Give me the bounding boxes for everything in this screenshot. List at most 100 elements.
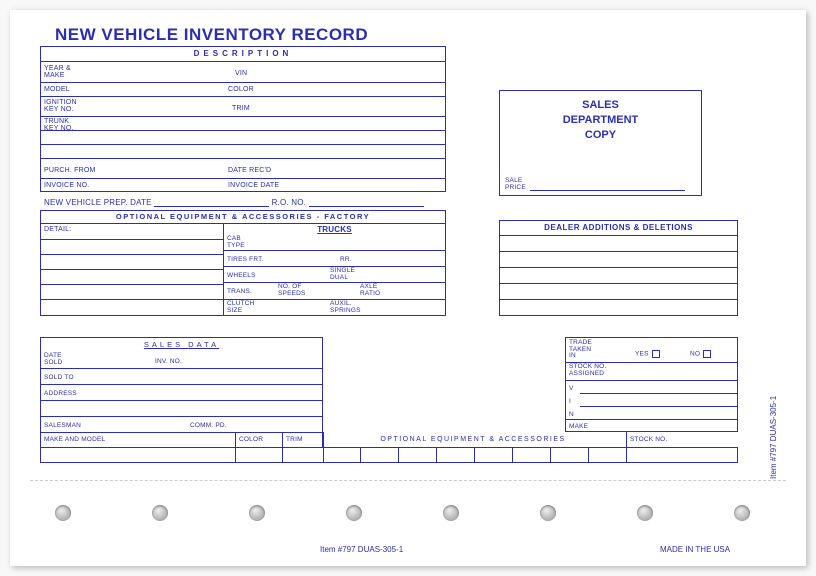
- sales-t2: DEPARTMENT: [499, 113, 702, 128]
- punch-hole: [443, 505, 459, 521]
- side-item: Item #797 DUAS-305-1: [769, 396, 778, 479]
- row-line: [40, 223, 446, 224]
- lbl-trans: TRANS.: [227, 288, 252, 295]
- sales-data-box: [40, 337, 323, 447]
- row-line: [223, 282, 446, 283]
- row-line: [565, 419, 738, 420]
- row-line: [40, 178, 446, 179]
- row-line: [40, 416, 323, 417]
- row-line: [40, 144, 446, 145]
- lbl-stock-assigned: STOCK NO. ASSIGNED: [569, 364, 606, 377]
- sales-t1: SALES: [499, 98, 702, 113]
- row-line: [499, 251, 738, 252]
- sales-data-header: SALES DATA: [40, 340, 323, 349]
- description-header: DESCRIPTION: [40, 49, 446, 58]
- footer-item: Item #797 DUAS-305-1: [320, 545, 403, 554]
- row-line: [40, 299, 223, 300]
- row-line: [565, 380, 738, 381]
- col-line: [223, 223, 224, 316]
- sales-t3: COPY: [499, 128, 702, 143]
- row-line: [40, 130, 446, 131]
- lbl-tires: TIRES FRT.: [227, 256, 264, 263]
- tick: [398, 447, 399, 463]
- row-line: [580, 406, 738, 407]
- row-line: [499, 267, 738, 268]
- row-line: [40, 158, 446, 159]
- row-line: [580, 393, 738, 394]
- lbl-auxil: AUXIL. SPRINGS: [330, 301, 361, 314]
- lbl-ignition: IGNITION KEY NO.: [44, 99, 77, 114]
- lbl-trade-taken: TRADE TAKEN IN: [569, 340, 592, 360]
- row-line: [40, 96, 446, 97]
- lbl-vin: VIN: [235, 70, 247, 77]
- footer-made: MADE IN THE USA: [660, 545, 730, 554]
- row-line: [40, 82, 446, 83]
- row-line: [40, 269, 223, 270]
- row-line: [40, 61, 446, 62]
- lbl-color2: COLOR: [239, 436, 263, 443]
- punch-hole: [152, 505, 168, 521]
- lbl-wheels: WHEELS: [227, 272, 256, 279]
- lbl-inv-no: INV. NO.: [155, 358, 182, 365]
- lbl-single-dual: SINGLE DUAL: [330, 268, 355, 281]
- tick: [474, 447, 475, 463]
- row-line: [499, 299, 738, 300]
- form-page: NEW VEHICLE INVENTORY RECORD DESCRIPTION…: [10, 10, 806, 566]
- lbl-yes: YES: [635, 350, 660, 358]
- lbl-axle: AXLE RATIO: [360, 284, 380, 297]
- row-line: [40, 284, 223, 285]
- lbl-comm-pd: COMM. PD.: [190, 422, 227, 429]
- lbl-invoice-date: INVOICE DATE: [228, 182, 279, 189]
- lbl-i: I: [569, 398, 571, 405]
- bottom-row-1: [40, 447, 738, 463]
- lbl-sold-to: SOLD TO: [44, 374, 74, 381]
- punch-hole: [637, 505, 653, 521]
- lbl-color: COLOR: [228, 86, 254, 93]
- tick: [588, 447, 589, 463]
- lbl-rr: RR.: [340, 256, 352, 263]
- opt-equip-header: OPTIONAL EQUIPMENT & ACCESSORIES: [323, 436, 623, 443]
- row-line: [223, 250, 446, 251]
- lbl-purch: PURCH. FROM: [44, 167, 96, 174]
- lbl-no-speeds: NO. OF SPEEDS: [278, 284, 306, 297]
- lbl-detail: DETAIL:: [44, 226, 71, 233]
- lbl-n: N: [569, 411, 574, 418]
- tick: [626, 432, 627, 463]
- col-line: [282, 432, 283, 463]
- tick: [512, 447, 513, 463]
- punch-hole: [346, 505, 362, 521]
- lbl-salesman: SALESMAN: [44, 422, 81, 429]
- row-line: [40, 116, 446, 117]
- lbl-invoice-no: INVOICE NO.: [44, 182, 89, 189]
- lbl-stock-no: STOCK NO.: [630, 436, 667, 443]
- row-line: [40, 239, 223, 240]
- row-line: [40, 400, 323, 401]
- lbl-sale-price: SALE PRICE: [505, 178, 526, 191]
- col-line: [235, 432, 236, 463]
- lbl-model: MODEL: [44, 86, 70, 93]
- row-line: [40, 254, 223, 255]
- tick: [550, 447, 551, 463]
- lbl-clutch: CLUTCH SIZE: [227, 301, 255, 314]
- trucks-header: TRUCKS: [223, 225, 446, 234]
- lbl-prep-date: NEW VEHICLE PREP. DATE: [44, 198, 152, 207]
- row-line: [40, 384, 323, 385]
- row-line: [499, 283, 738, 284]
- factory-header: OPTIONAL EQUIPMENT & ACCESSORIES - FACTO…: [40, 212, 446, 221]
- lbl-make-model: MAKE AND MODEL: [44, 436, 105, 443]
- lbl-trunk: TRUNK KEY NO.: [44, 118, 74, 133]
- punch-hole: [540, 505, 556, 521]
- lbl-make2: MAKE: [569, 423, 588, 430]
- lbl-address: ADDRESS: [44, 390, 77, 397]
- punch-hole: [734, 505, 750, 521]
- lbl-year-make: YEAR & MAKE: [44, 65, 71, 80]
- lbl-ro: R.O. NO.: [272, 198, 307, 207]
- dealer-header: DEALER ADDITIONS & DELETIONS: [499, 223, 738, 232]
- lbl-v: V: [569, 385, 574, 392]
- lbl-trim2: TRIM: [286, 436, 303, 443]
- row-line: [40, 447, 738, 448]
- punch-hole: [249, 505, 265, 521]
- lbl-no: NO: [690, 350, 711, 358]
- lbl-prep: NEW VEHICLE PREP. DATE R.O. NO.: [44, 198, 424, 207]
- row-line: [40, 368, 323, 369]
